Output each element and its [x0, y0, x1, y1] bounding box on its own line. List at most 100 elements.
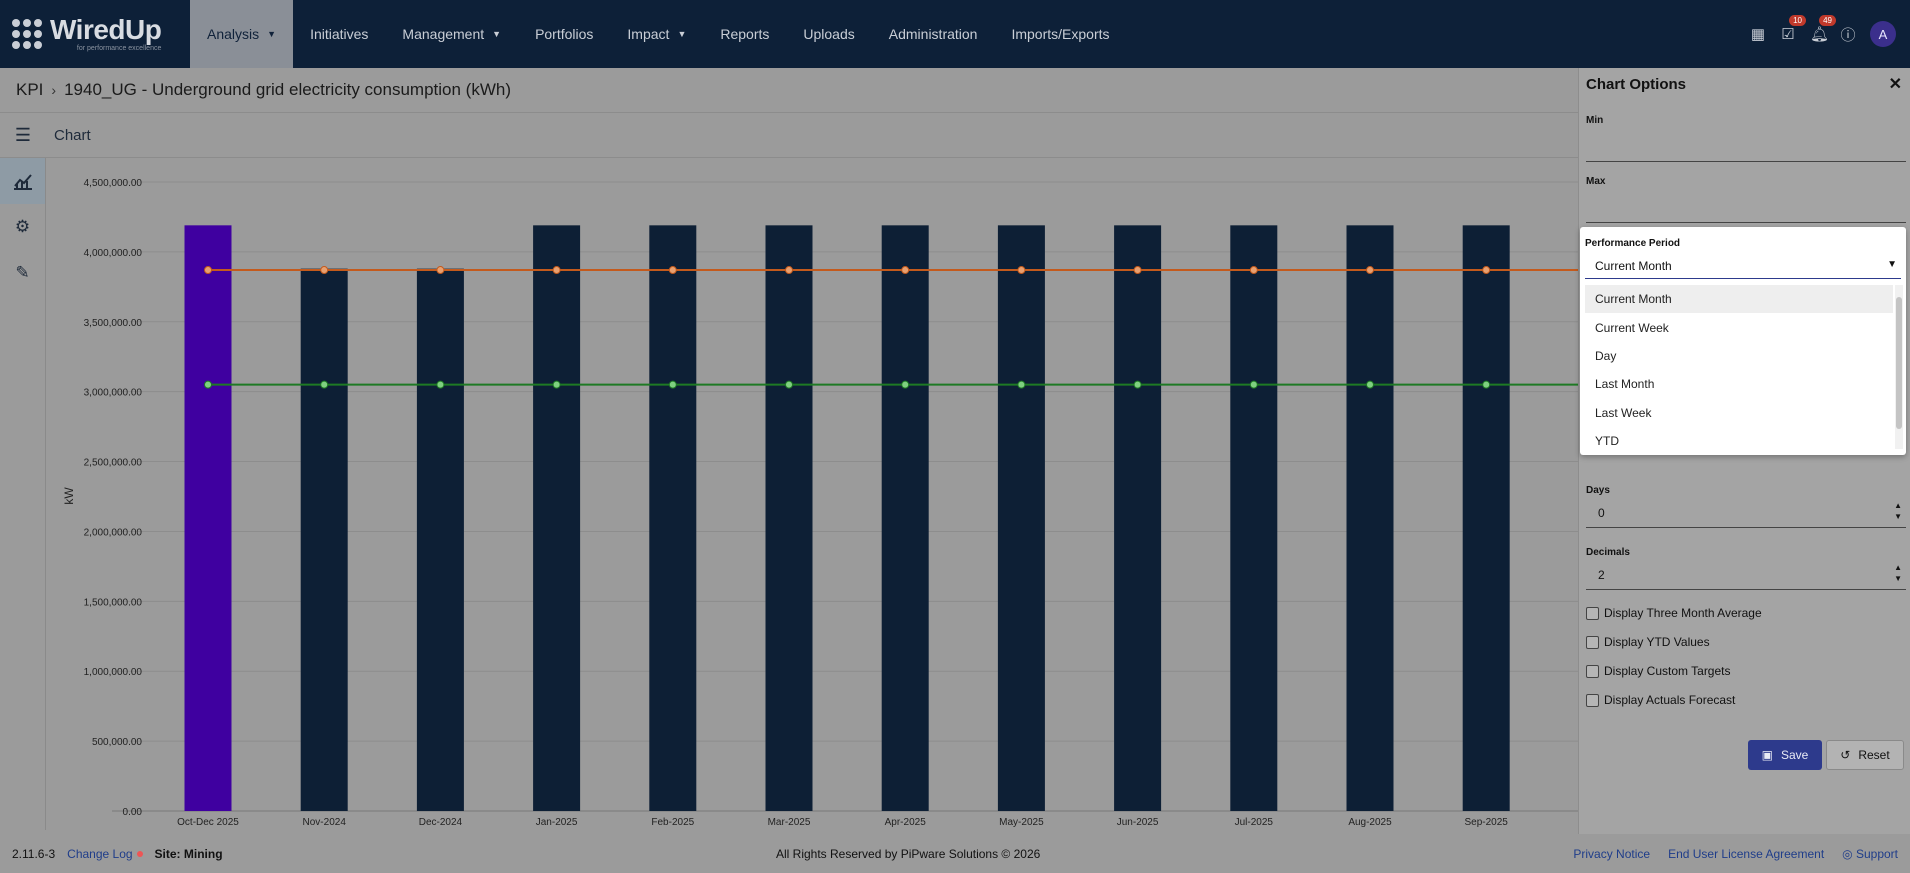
line-point[interactable] — [668, 266, 677, 275]
panel-title: Chart Options — [1586, 76, 1686, 93]
min-input[interactable] — [1586, 161, 1906, 162]
nav-analysis[interactable]: Analysis ▼ — [190, 0, 294, 68]
reset-button[interactable]: ↺ Reset — [1826, 740, 1904, 770]
save-button[interactable]: ▣ Save — [1748, 740, 1822, 770]
option-ytd[interactable]: YTD — [1595, 434, 1619, 449]
option-list: Current Month Current Week Day Last Mont… — [1585, 285, 1893, 449]
line-point[interactable] — [1133, 266, 1142, 275]
caret-down-icon[interactable]: ▼ — [1887, 259, 1897, 270]
nav-imports-exports[interactable]: Imports/Exports — [994, 0, 1126, 68]
bar[interactable] — [1114, 225, 1162, 811]
bar[interactable] — [1230, 225, 1278, 811]
checkbox[interactable] — [1586, 606, 1599, 620]
bar[interactable] — [300, 268, 348, 811]
calendar-icon[interactable]: ▦ — [1750, 26, 1766, 43]
app-logo[interactable]: WiredUp for performance excellence — [0, 0, 190, 68]
nav-reports[interactable]: Reports — [703, 0, 786, 68]
nav-management[interactable]: Management ▼ — [385, 0, 518, 68]
line-point[interactable] — [901, 266, 910, 275]
bar[interactable] — [416, 268, 464, 811]
nav-uploads[interactable]: Uploads — [786, 0, 871, 68]
breadcrumb-root[interactable]: KPI — [16, 80, 44, 99]
checkbox-label: Display Custom Targets — [1604, 664, 1731, 678]
x-tick-label: Mar-2025 — [768, 817, 811, 828]
line-point[interactable] — [1366, 266, 1374, 275]
three-month-average-checkbox[interactable]: Display Three Month Average — [1586, 606, 1762, 620]
line-point[interactable] — [552, 266, 561, 275]
line-point[interactable] — [1017, 266, 1026, 275]
decimals-input[interactable]: 2 ▲ ▼ — [1586, 562, 1906, 590]
bar[interactable] — [649, 225, 697, 811]
x-tick-label: Oct-Dec 2025 — [177, 817, 239, 828]
line-point[interactable] — [1249, 266, 1258, 275]
option-current-month[interactable]: Current Month — [1585, 285, 1893, 314]
bar-chart: 0.00 500,000.00 1,000,000.00 1,500,000.00 2,… — [62, 178, 1578, 828]
nav-administration[interactable]: Administration — [872, 0, 995, 68]
line-point[interactable] — [320, 380, 329, 389]
nav-portfolios[interactable]: Portfolios — [518, 0, 610, 68]
bar[interactable] — [997, 225, 1045, 811]
scrollbar[interactable] — [1895, 285, 1903, 449]
bell-icon[interactable]: 🔔︎ 49 — [1810, 15, 1836, 43]
support-link[interactable]: ◎ Support — [1842, 847, 1898, 861]
line-point[interactable] — [1249, 380, 1258, 389]
bar[interactable] — [1346, 225, 1394, 811]
chevron-right-icon: › — [51, 82, 57, 98]
nav-initiatives[interactable]: Initiatives — [293, 0, 385, 68]
nav-impact[interactable]: Impact ▼ — [610, 0, 703, 68]
min-label: Min — [1586, 115, 1604, 126]
close-icon[interactable]: ✕ — [1888, 76, 1902, 93]
line-point[interactable] — [204, 380, 212, 389]
privacy-link[interactable]: Privacy Notice — [1573, 846, 1651, 861]
user-avatar[interactable]: A — [1870, 21, 1896, 47]
line-point[interactable] — [320, 266, 329, 275]
changelog-link[interactable]: Change Log — [67, 846, 133, 861]
line-point[interactable] — [1482, 266, 1491, 275]
edit-icon[interactable]: ✎ — [15, 263, 30, 282]
chart-view-icon[interactable] — [0, 158, 45, 204]
performance-period-dropdown: Performance Period Current Month ▼ Curre… — [1580, 227, 1906, 455]
scrollbar-thumb[interactable] — [1896, 297, 1902, 429]
gear-icon[interactable]: ⚙ — [14, 217, 31, 236]
bar[interactable] — [1462, 225, 1510, 811]
days-value: 0 — [1598, 506, 1605, 520]
nav-label: Portfolios — [535, 26, 594, 42]
bar[interactable] — [184, 225, 232, 811]
top-navbar: WiredUp for performance excellence Analy… — [0, 0, 1910, 68]
line-point[interactable] — [1482, 380, 1491, 389]
line-point[interactable] — [1366, 380, 1374, 389]
line-point[interactable] — [436, 380, 445, 389]
line-point[interactable] — [668, 380, 677, 389]
option-last-week[interactable]: Last Week — [1595, 405, 1652, 420]
stepper-icon[interactable]: ▲ ▼ — [1894, 563, 1902, 583]
checkbox[interactable] — [1586, 635, 1599, 649]
max-input[interactable] — [1586, 222, 1906, 223]
line-point[interactable] — [436, 266, 445, 275]
line-point[interactable] — [1017, 380, 1026, 389]
bar[interactable] — [533, 225, 581, 811]
line-point[interactable] — [901, 380, 910, 389]
checkbox[interactable] — [1586, 664, 1599, 678]
option-day[interactable]: Day — [1595, 348, 1617, 363]
eula-link[interactable]: End User License Agreement — [1668, 846, 1825, 861]
tasks-icon[interactable]: ☑ 10 — [1780, 15, 1806, 43]
custom-targets-checkbox[interactable]: Display Custom Targets — [1586, 664, 1731, 678]
checkbox[interactable] — [1586, 693, 1599, 707]
line-point[interactable] — [204, 266, 212, 275]
bar[interactable] — [765, 225, 813, 811]
line-point[interactable] — [785, 380, 793, 389]
line-point[interactable] — [785, 266, 793, 275]
help-icon[interactable]: ⓘ — [1840, 26, 1856, 44]
option-current-week[interactable]: Current Week — [1595, 320, 1669, 335]
ytd-values-checkbox[interactable]: Display YTD Values — [1586, 635, 1710, 649]
option-last-month[interactable]: Last Month — [1595, 377, 1655, 392]
line-point[interactable] — [1133, 380, 1142, 389]
stepper-icon[interactable]: ▲ ▼ — [1894, 501, 1902, 521]
x-tick-label: Nov-2024 — [303, 817, 347, 828]
bar[interactable] — [881, 225, 929, 811]
line-point[interactable] — [552, 380, 561, 389]
actuals-forecast-checkbox[interactable]: Display Actuals Forecast — [1586, 693, 1735, 707]
performance-period-select[interactable]: Current Month ▼ — [1585, 253, 1901, 279]
days-input[interactable]: 0 ▲ ▼ — [1586, 500, 1906, 528]
hamburger-menu-icon[interactable]: ☰ — [14, 125, 32, 145]
